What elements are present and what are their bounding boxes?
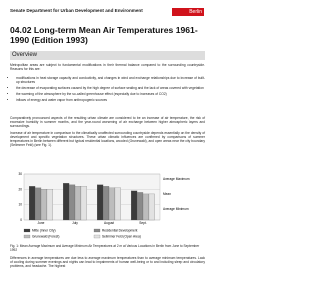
y-tick-label: 0 <box>20 218 22 222</box>
bar <box>142 193 150 221</box>
logo: Berlin <box>172 8 204 16</box>
bar <box>46 189 54 221</box>
org-name: Senate Department for Urban Development … <box>10 8 143 13</box>
figure: 0 10 20 30 June July August Sept. Average Maximu… <box>18 172 190 239</box>
bar <box>29 186 36 221</box>
legend-label: Mitte (Inner City) <box>32 229 56 233</box>
paragraph: Comparatively pronounced aspects of the … <box>10 116 205 129</box>
side-label: Mean <box>163 192 171 196</box>
caption: Fig. 1: Mean Average Maximum and Average… <box>10 244 200 252</box>
bar <box>34 187 42 221</box>
legend-label: Grunewald (Forest) <box>32 235 59 239</box>
paragraph: Differences in average temperatures are … <box>10 256 205 269</box>
bar <box>114 187 121 221</box>
side-label: Average Minimum <box>163 207 189 211</box>
y-tick-label: 30 <box>18 172 22 176</box>
legend-swatch <box>93 234 101 239</box>
bar <box>62 183 70 221</box>
bar <box>96 184 104 221</box>
bar <box>136 192 144 221</box>
bar <box>74 186 82 221</box>
side-label: Average Maximum <box>163 177 190 181</box>
legend-label: Selimmer Feld (Open Area) <box>102 235 141 239</box>
x-tick-label: June <box>38 221 45 225</box>
page: Senate Department for Urban Development … <box>0 0 212 300</box>
bar <box>80 186 87 221</box>
bar <box>102 186 110 221</box>
legend-label: Residential Development <box>102 229 138 233</box>
paragraph: Increase of air temperature in compariso… <box>10 131 205 148</box>
bullet: the warming of the atmosphere by the so-… <box>16 92 205 96</box>
x-tick-label: July <box>72 221 78 225</box>
bullet: modifications in heat storage capacity a… <box>16 76 205 84</box>
bullet-list: modifications in heat storage capacity a… <box>10 76 205 104</box>
title: 04.02 Long-term Mean Air Temperatures 19… <box>10 25 198 45</box>
bar <box>108 187 116 221</box>
legend-swatch <box>23 234 31 239</box>
section-heading: Overview <box>10 51 205 60</box>
bar <box>130 190 138 221</box>
y-tick-label: 20 <box>18 187 22 191</box>
bar <box>40 189 48 221</box>
bullet: inflows of energy and water vapor from a… <box>16 98 205 102</box>
bar <box>148 193 155 221</box>
legend-swatch <box>93 228 101 233</box>
bullet: the decrease of evaporating surfaces cau… <box>16 86 205 90</box>
y-tick-label: 10 <box>18 203 22 207</box>
bar <box>68 184 76 221</box>
legend-swatch <box>23 228 31 233</box>
x-tick-label: Sept. <box>139 221 147 225</box>
paragraph: Metropolitan areas are subject to fundam… <box>10 63 205 72</box>
x-tick-label: August <box>104 221 114 225</box>
